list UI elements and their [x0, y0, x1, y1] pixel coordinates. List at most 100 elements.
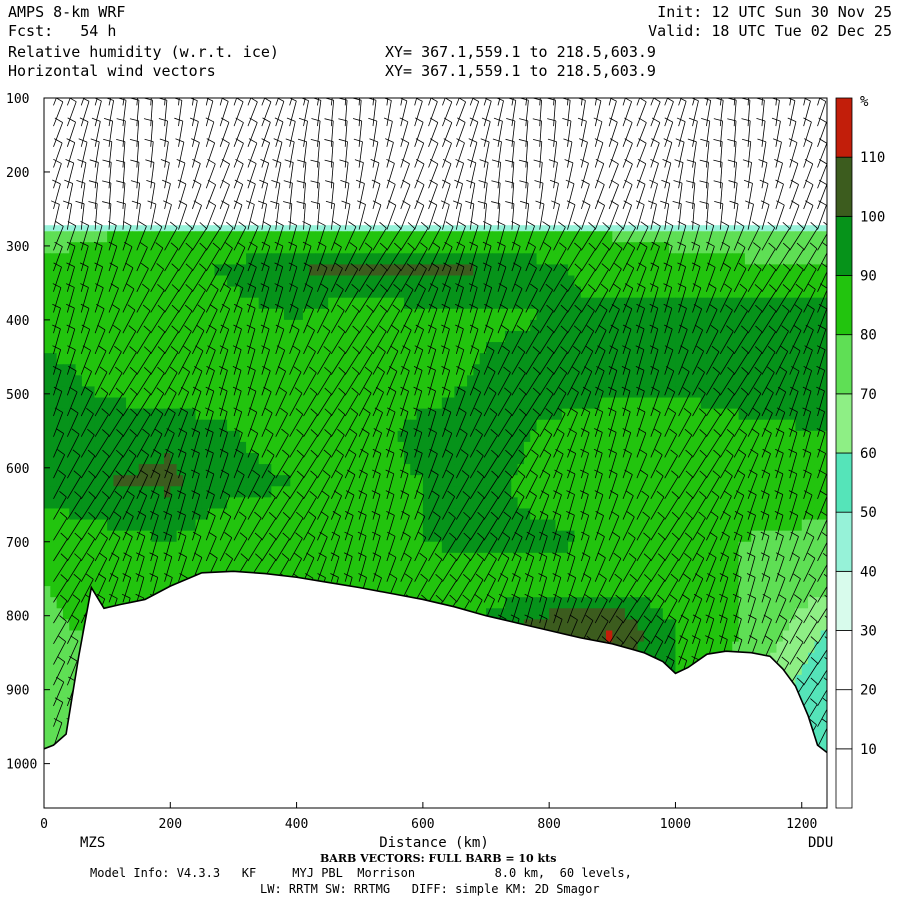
rh-cell [170, 508, 178, 521]
rh-cell [75, 286, 83, 299]
rh-cell [808, 308, 815, 321]
rh-cell [650, 264, 658, 277]
rh-cell [334, 519, 342, 532]
rh-cell [170, 308, 178, 321]
rh-cell [62, 586, 70, 598]
rh-cell [347, 319, 355, 332]
rh-cell [277, 508, 285, 521]
rh-cell [113, 253, 121, 266]
rh-cell [605, 508, 613, 521]
rh-cell [44, 231, 51, 243]
rh-cell [738, 308, 746, 321]
rh-cell [163, 408, 171, 421]
rh-cell [587, 530, 594, 543]
rh-cell [814, 397, 822, 410]
rh-cell [795, 419, 803, 432]
rh-cell [56, 641, 64, 654]
rh-cell [366, 530, 373, 543]
rh-cell [744, 397, 752, 410]
rh-cell [789, 330, 797, 343]
rh-cell [182, 519, 190, 532]
rh-cell [694, 308, 702, 321]
rh-cell [214, 364, 222, 376]
rh-cell [738, 563, 746, 576]
rh-cell [580, 308, 588, 321]
rh-cell [62, 364, 70, 376]
rh-cell [132, 497, 140, 510]
rh-cell [252, 364, 260, 376]
rh-cell [504, 242, 512, 254]
rh-cell [593, 386, 601, 399]
rh-cell [220, 397, 228, 410]
rh-cell [725, 330, 733, 343]
rh-cell [252, 286, 260, 299]
rh-cell [56, 231, 64, 243]
rh-cell [176, 552, 184, 565]
rh-cell [719, 497, 727, 510]
rh-cell [605, 453, 613, 465]
rh-cell [568, 253, 576, 266]
rh-cell [757, 541, 765, 554]
rh-cell [574, 608, 582, 621]
rh-cell [618, 453, 626, 465]
rh-cell [126, 342, 134, 354]
rh-cell [441, 397, 449, 410]
rh-cell [504, 364, 512, 376]
rh-cell [62, 397, 70, 410]
rh-cell [201, 563, 209, 576]
rh-cell [744, 342, 752, 354]
rh-cell [81, 497, 89, 510]
rh-cell [643, 608, 651, 621]
rh-cell [176, 441, 184, 454]
rh-cell [283, 286, 291, 299]
rh-cell [252, 430, 260, 443]
rh-cell [258, 419, 266, 432]
rh-cell [612, 619, 620, 632]
rh-cell [126, 419, 134, 432]
rh-cell [366, 575, 373, 587]
rh-cell [549, 330, 557, 343]
rh-cell [549, 475, 557, 487]
rh-cell [536, 464, 544, 476]
rh-cell [258, 364, 266, 376]
rh-cell [770, 419, 778, 432]
rh-cell [530, 264, 538, 277]
rh-cell [416, 330, 424, 343]
rh-cell [88, 297, 96, 310]
rh-cell [384, 275, 392, 288]
rh-cell [277, 475, 285, 487]
rh-cell [675, 541, 683, 554]
rh-cell [157, 330, 165, 343]
rh-cell [776, 619, 784, 632]
rh-cell [75, 453, 83, 465]
rh-cell [561, 453, 569, 465]
rh-cell [568, 530, 576, 543]
rh-cell [568, 231, 576, 243]
rh-cell [675, 275, 683, 288]
rh-cell [605, 397, 613, 410]
rh-cell [599, 586, 607, 598]
rh-cell [631, 630, 639, 643]
rh-cell [378, 486, 386, 498]
rh-cell [239, 375, 247, 388]
rh-cell [744, 453, 752, 465]
rh-cell [81, 275, 89, 288]
rh-cell [119, 508, 127, 521]
rh-cell [366, 508, 373, 521]
rh-cell [246, 297, 253, 310]
rh-cell [776, 364, 784, 376]
rh-cell [599, 275, 607, 288]
rh-cell [44, 563, 51, 576]
rh-cell [340, 375, 348, 388]
rh-cell [713, 619, 721, 632]
rh-cell [328, 563, 336, 576]
rh-cell [643, 619, 651, 632]
rh-cell [132, 464, 140, 476]
rh-cell [707, 264, 714, 277]
rh-cell [624, 497, 632, 510]
rh-cell [643, 475, 651, 487]
rh-cell [435, 519, 443, 532]
rh-cell [454, 563, 462, 576]
rh-cell [189, 475, 197, 487]
rh-cell [429, 575, 437, 587]
